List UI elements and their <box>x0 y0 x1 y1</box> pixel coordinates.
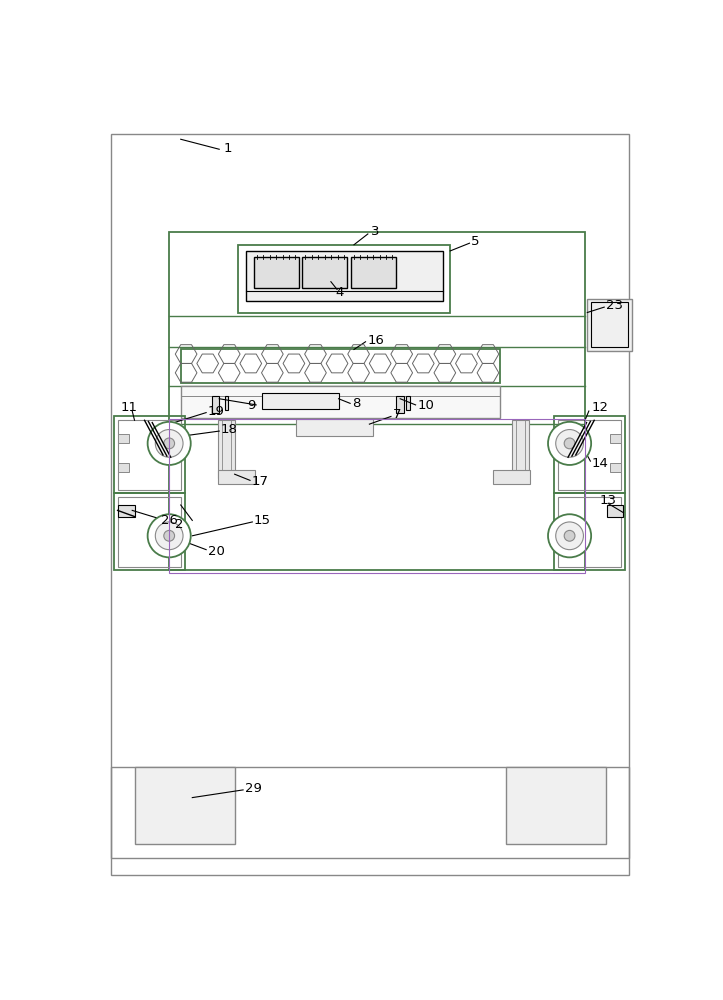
Text: 7: 7 <box>393 408 401 421</box>
Bar <box>505 767 606 844</box>
Text: 19: 19 <box>208 405 225 418</box>
Bar <box>169 232 585 570</box>
Text: 29: 29 <box>244 782 262 795</box>
Text: 23: 23 <box>606 299 623 312</box>
Bar <box>118 420 181 490</box>
Circle shape <box>548 422 591 465</box>
Bar <box>512 420 529 478</box>
Bar <box>492 470 529 484</box>
Circle shape <box>155 522 183 550</box>
Bar <box>181 349 500 383</box>
Text: 2: 2 <box>174 518 183 531</box>
Bar <box>218 420 235 478</box>
Text: 1: 1 <box>223 142 231 155</box>
Bar <box>118 463 129 472</box>
Circle shape <box>147 514 191 557</box>
Bar <box>114 416 184 493</box>
Text: 4: 4 <box>335 286 344 299</box>
Text: 15: 15 <box>254 514 271 527</box>
Text: 12: 12 <box>591 401 608 414</box>
Bar <box>118 505 134 517</box>
Bar <box>212 396 219 413</box>
Text: 5: 5 <box>471 235 479 248</box>
Bar <box>239 245 450 312</box>
Bar <box>296 419 373 436</box>
Bar <box>591 302 628 347</box>
Circle shape <box>164 530 174 541</box>
Bar <box>351 257 395 288</box>
Bar <box>114 493 184 570</box>
Bar <box>607 505 623 517</box>
Bar <box>134 767 235 844</box>
Bar <box>262 393 338 409</box>
Bar <box>181 386 500 418</box>
Bar <box>558 497 621 567</box>
Text: 18: 18 <box>221 423 238 436</box>
Bar <box>406 396 410 410</box>
Text: 14: 14 <box>591 457 608 470</box>
Circle shape <box>556 522 583 550</box>
Bar <box>225 396 228 410</box>
Bar <box>111 767 629 858</box>
Text: 16: 16 <box>367 334 384 347</box>
Bar <box>609 463 621 472</box>
Bar <box>218 470 254 484</box>
Bar <box>302 257 347 288</box>
Circle shape <box>564 530 575 541</box>
Circle shape <box>155 430 183 457</box>
Bar <box>555 493 625 570</box>
Text: 20: 20 <box>208 545 225 558</box>
Text: 3: 3 <box>371 225 380 238</box>
Circle shape <box>556 430 583 457</box>
Bar <box>221 420 231 470</box>
Bar <box>587 299 632 351</box>
Text: 9: 9 <box>247 399 255 412</box>
Bar <box>396 396 404 413</box>
Text: 10: 10 <box>417 399 434 412</box>
Bar <box>515 420 525 470</box>
Bar <box>555 416 625 493</box>
Bar <box>118 434 129 443</box>
Text: 11: 11 <box>121 401 137 414</box>
Bar <box>118 497 181 567</box>
Text: 8: 8 <box>351 397 360 410</box>
Bar <box>247 251 442 301</box>
Circle shape <box>548 514 591 557</box>
Bar <box>609 434 621 443</box>
Circle shape <box>147 422 191 465</box>
Bar <box>169 419 585 573</box>
Text: 26: 26 <box>161 514 178 527</box>
Text: 17: 17 <box>252 475 268 488</box>
Bar <box>558 420 621 490</box>
Circle shape <box>164 438 174 449</box>
Bar <box>254 257 299 288</box>
Text: 13: 13 <box>599 494 617 507</box>
Circle shape <box>564 438 575 449</box>
